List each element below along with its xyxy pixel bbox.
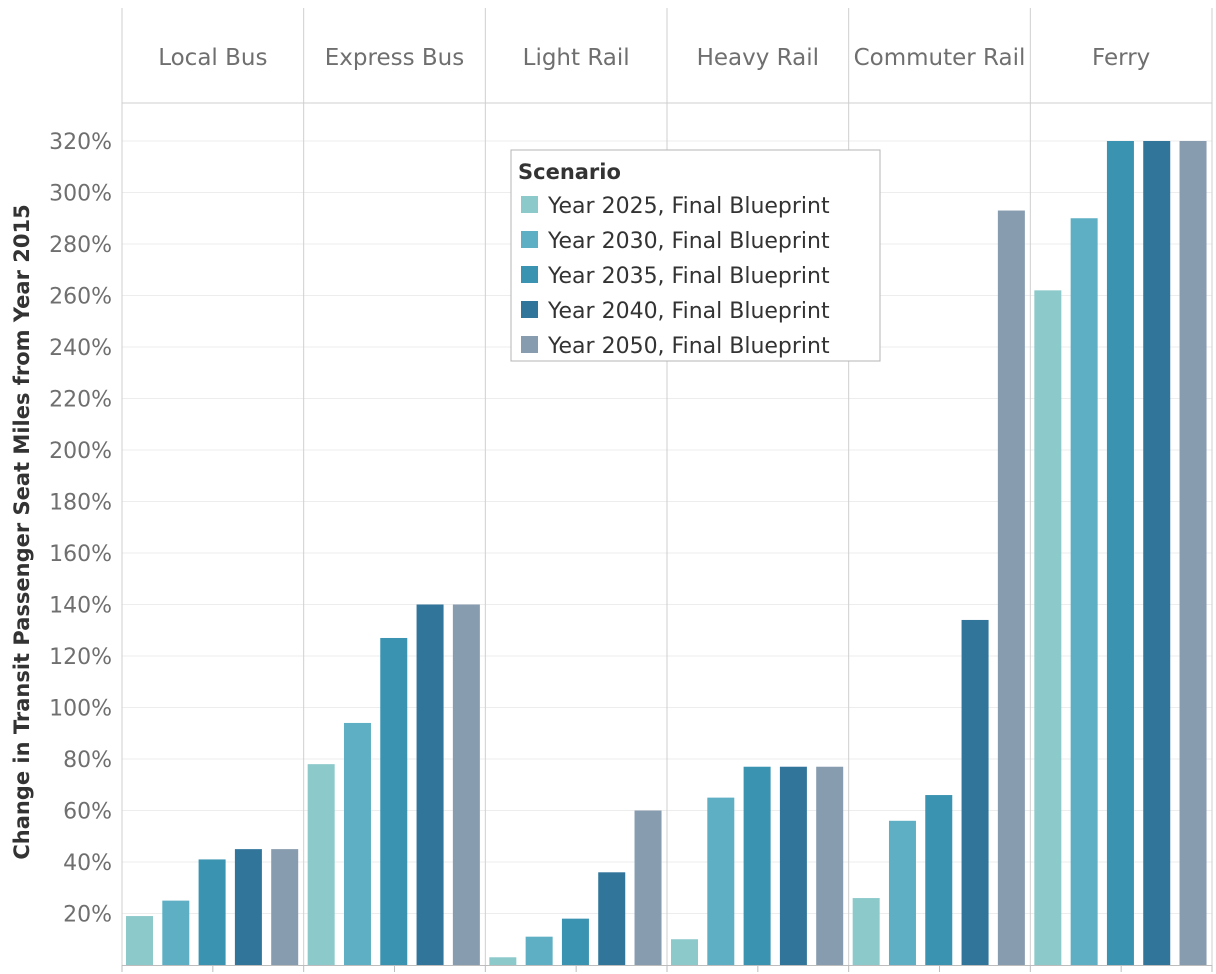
legend-title: Scenario [518,160,621,184]
bar [743,766,771,965]
legend-swatch [521,301,538,318]
legend-swatch [521,196,538,213]
panel-header: Heavy Rail [697,45,819,71]
bar [852,898,880,965]
bar [1070,218,1098,965]
bar [707,797,735,965]
legend-swatch [521,266,538,283]
panel-headers: Local Bus Express Bus Light Rail Heavy Rail… [158,45,1150,71]
bar [452,604,480,965]
bar [961,619,989,965]
y-tick-label: 260% [49,285,112,310]
bar [634,810,662,965]
bar [380,637,408,965]
bars [126,141,1207,966]
bar [925,795,953,965]
bar [343,722,371,965]
y-tick-label: 300% [49,182,112,207]
bar [1179,141,1207,965]
y-tick-label: 80% [63,748,112,773]
y-tick-label: 220% [49,388,112,413]
panel-header: Ferry [1092,45,1150,71]
bar [1034,290,1062,966]
panel-dividers [121,8,1213,972]
y-axis-title: Change in Transit Passenger Seat Miles f… [10,204,34,859]
bar [997,210,1025,965]
bar [307,764,335,965]
y-tick-label: 40% [63,851,112,876]
legend-entry: Year 2030, Final Blueprint [547,229,830,254]
bar [416,604,444,965]
bar [1143,141,1171,965]
y-tick-label: 200% [49,439,112,464]
bar [671,939,698,965]
y-tick-label: 120% [49,645,112,670]
bar [489,957,517,965]
bar [888,820,916,965]
legend-entry: Year 2025, Final Blueprint [547,194,830,219]
y-axis: 20% 40% 60% 80% 100% 120% 140% 160% 180% 200% 220%… [49,130,112,928]
bar [271,849,299,965]
bar [525,936,553,965]
panel-header: Express Bus [325,45,464,71]
y-tick-label: 160% [49,542,112,567]
bar [162,900,190,965]
bar [1106,141,1134,965]
y-tick-label: 240% [49,336,112,361]
panel-header: Local Bus [158,45,267,71]
legend: Scenario Year 2025, Final Blueprint Year 2… [510,149,881,362]
panel-header: Commuter Rail [854,45,1026,71]
bar [816,766,844,965]
legend-swatch [521,336,538,353]
bar [598,872,626,965]
y-tick-label: 100% [49,697,112,722]
y-tick-label: 60% [63,800,112,825]
panel-header: Light Rail [523,45,630,71]
bar [779,766,807,965]
bar [198,859,226,965]
y-tick-label: 180% [49,491,112,516]
bar [126,916,153,965]
legend-entry: Year 2050, Final Blueprint [547,334,830,359]
legend-box [510,149,881,362]
y-tick-label: 20% [63,903,112,928]
bar [561,918,589,965]
legend-entry: Year 2040, Final Blueprint [547,299,830,324]
y-tick-label: 320% [49,130,112,155]
y-tick-label: 140% [49,594,112,619]
bar [234,849,262,965]
y-tick-label: 280% [49,233,112,258]
legend-swatch [521,231,538,248]
legend-entry: Year 2035, Final Blueprint [547,264,830,289]
